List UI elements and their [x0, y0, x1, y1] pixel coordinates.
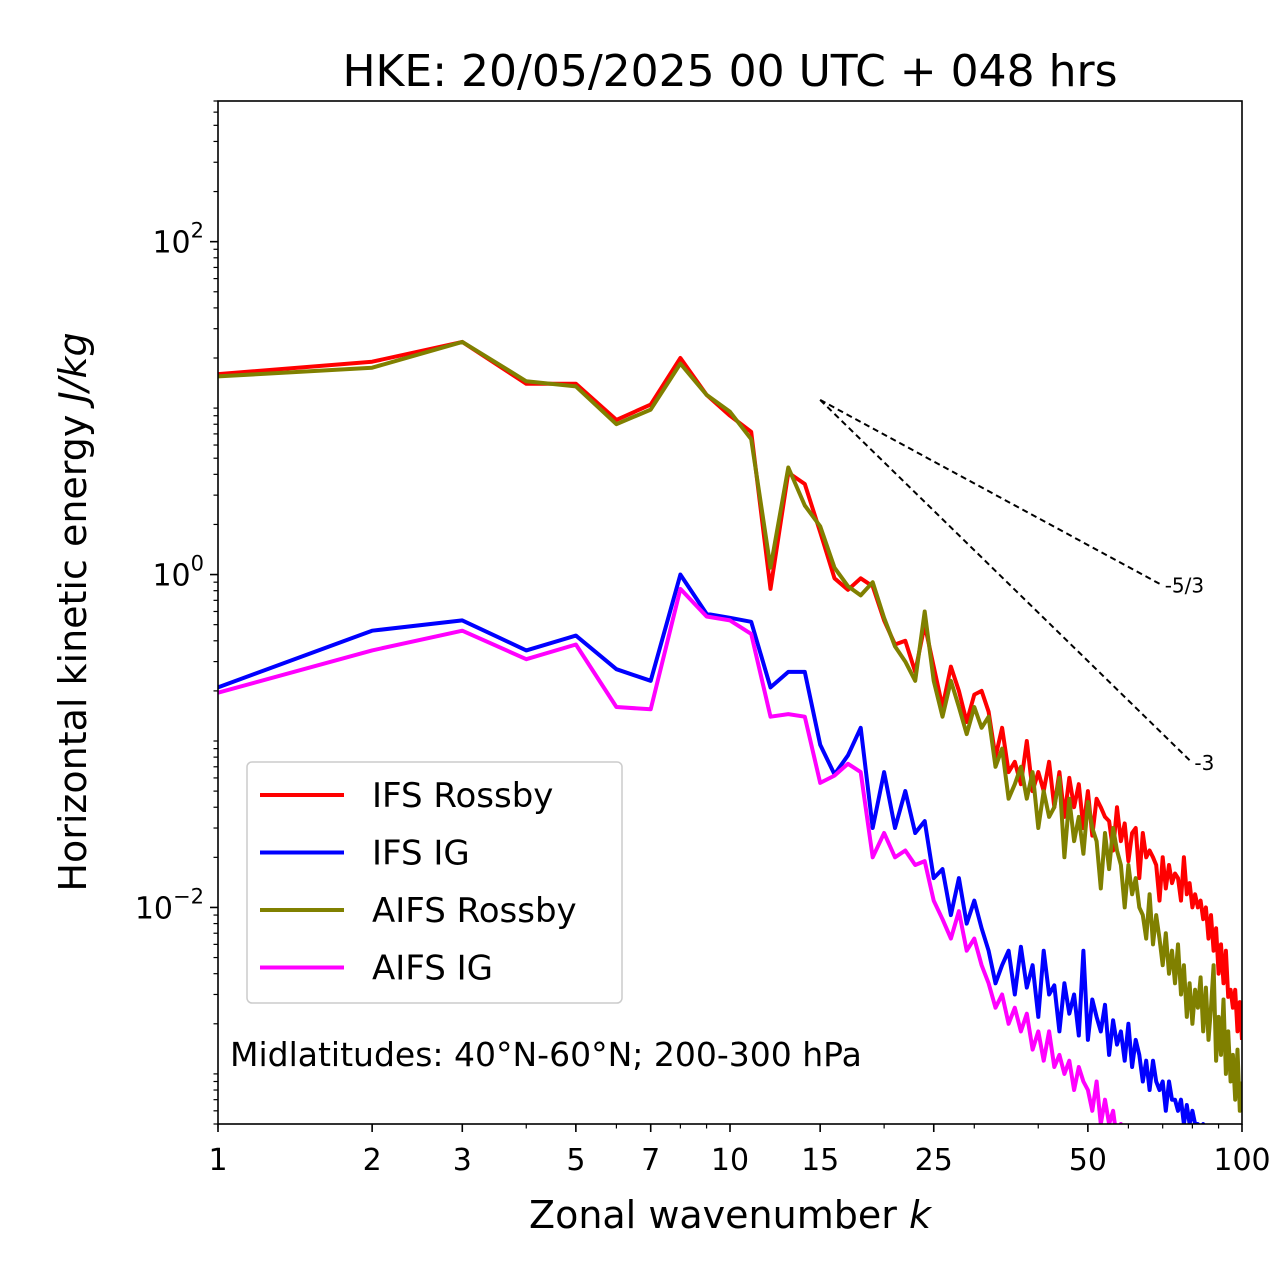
x-tick-label: 2	[363, 1143, 382, 1178]
plot-frame	[217, 100, 1243, 1125]
y-tick-base: 10	[152, 559, 190, 594]
x-tick-label: 7	[641, 1143, 660, 1178]
y-axis-label-text: Horizontal kinetic energy	[51, 403, 95, 892]
region-annotation: Midlatitudes: 40°N-60°N; 200-300 hPa	[230, 1035, 862, 1074]
y-tick-exponent: 2	[191, 219, 204, 243]
x-tick-label: 25	[915, 1143, 953, 1178]
y-tick-label: 102	[152, 219, 204, 261]
x-axis-label: Zonal wavenumber k	[529, 1193, 933, 1237]
y-tick-exponent: −2	[173, 884, 204, 908]
series-line	[218, 339, 1242, 1113]
legend-label: AIFS IG	[372, 949, 493, 989]
legend-label: AIFS Rossby	[372, 891, 577, 931]
legend-box	[246, 761, 623, 1004]
legend-items: IFS Rossby IFS IG AIFS Rossby AIFS IG	[260, 776, 577, 989]
legend-label: IFS IG	[372, 834, 470, 874]
x-tick-label: 100	[1213, 1143, 1270, 1178]
x-tick-label: 1	[208, 1143, 227, 1178]
y-tick-exponent: 0	[191, 552, 204, 576]
x-axis-label-text: Zonal wavenumber	[529, 1193, 909, 1237]
reference-slopes	[819, 399, 1194, 764]
series-lines	[218, 339, 1242, 1124]
y-tick-base: 10	[152, 226, 190, 261]
x-tick-label: 10	[711, 1143, 749, 1178]
slope-line	[819, 399, 1194, 764]
y-axis-label-units: J/kg	[51, 332, 95, 409]
slope-line	[819, 399, 1164, 587]
legend: IFS Rossby IFS IG AIFS Rossby AIFS IG	[246, 761, 623, 1004]
slope-label: -5/3	[1165, 574, 1204, 598]
chart-title: HKE: 20/05/2025 00 UTC + 048 hrs	[342, 46, 1117, 97]
series-line	[218, 572, 1206, 1124]
x-axis-ticks: 1 2 3 5 7 10 15 25 50 100	[208, 1124, 1271, 1178]
legend-label: IFS Rossby	[372, 776, 553, 816]
x-tick-label: 5	[566, 1143, 585, 1178]
x-tick-label: 50	[1069, 1143, 1107, 1178]
slope-label: -3	[1194, 751, 1214, 775]
x-tick-label: 3	[453, 1143, 472, 1178]
y-tick-label: 10−2	[135, 884, 204, 926]
y-tick-base: 10	[135, 891, 173, 926]
y-axis-label: Horizontal kinetic energy J/kg	[51, 332, 95, 891]
y-tick-label: 100	[152, 552, 204, 594]
x-tick-label: 15	[801, 1143, 839, 1178]
series-line	[218, 586, 1123, 1124]
x-axis-label-variable: k	[909, 1193, 933, 1237]
reference-slope-labels: -5/3 -3	[1165, 574, 1215, 775]
